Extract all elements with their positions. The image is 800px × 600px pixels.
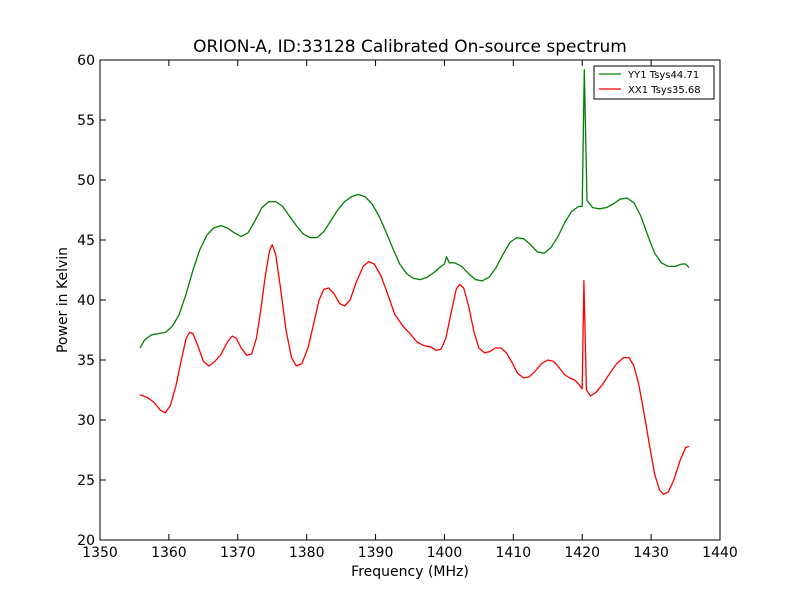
x-tick-label: 1370: [220, 545, 256, 561]
x-tick-label: 1380: [289, 545, 325, 561]
x-tick-label: 1430: [633, 545, 669, 561]
legend-box: [593, 65, 715, 100]
x-tick-label: 1400: [427, 545, 463, 561]
series-line-xx1: [139, 244, 690, 496]
chart-title: ORION-A, ID:33128 Calibrated On-source s…: [193, 37, 627, 57]
y-axis-title: Power in Kelvin: [55, 247, 71, 353]
x-tick-label: 1360: [151, 545, 187, 561]
y-tick-label: 60: [77, 53, 95, 69]
legend-label-yy1: YY1 Tsys44.71: [627, 70, 699, 81]
y-tick-label: 20: [77, 533, 95, 549]
plot-area: 1350 1360 1370 1380 1390 1400 1410 1420 1430 1440…: [77, 53, 738, 561]
y-axis-ticks: 20 25 30 35 40 45 50 55 60: [77, 53, 720, 549]
legend: YY1 Tsys44.71 XX1 Tsys35.68: [593, 65, 715, 100]
x-axis-title: Frequency (MHz): [351, 564, 469, 580]
y-tick-label: 50: [77, 173, 95, 189]
y-tick-label: 45: [77, 233, 95, 249]
y-tick-label: 40: [77, 293, 95, 309]
y-tick-label: 30: [77, 413, 95, 429]
series-layer: [139, 68, 690, 496]
x-tick-label: 1410: [496, 545, 532, 561]
legend-label-xx1: XX1 Tsys35.68: [628, 85, 701, 96]
x-axis-ticks: 1350 1360 1370 1380 1390 1400 1410 1420 1430 1440: [82, 60, 738, 561]
x-tick-label: 1390: [358, 545, 394, 561]
plot-frame: [99, 59, 721, 541]
y-tick-label: 55: [77, 113, 95, 129]
x-tick-label: 1350: [82, 545, 118, 561]
series-line-yy1: [139, 68, 690, 349]
x-tick-label: 1440: [702, 545, 738, 561]
y-tick-label: 35: [77, 353, 95, 369]
y-tick-label: 25: [77, 473, 95, 489]
x-tick-label: 1420: [564, 545, 600, 561]
